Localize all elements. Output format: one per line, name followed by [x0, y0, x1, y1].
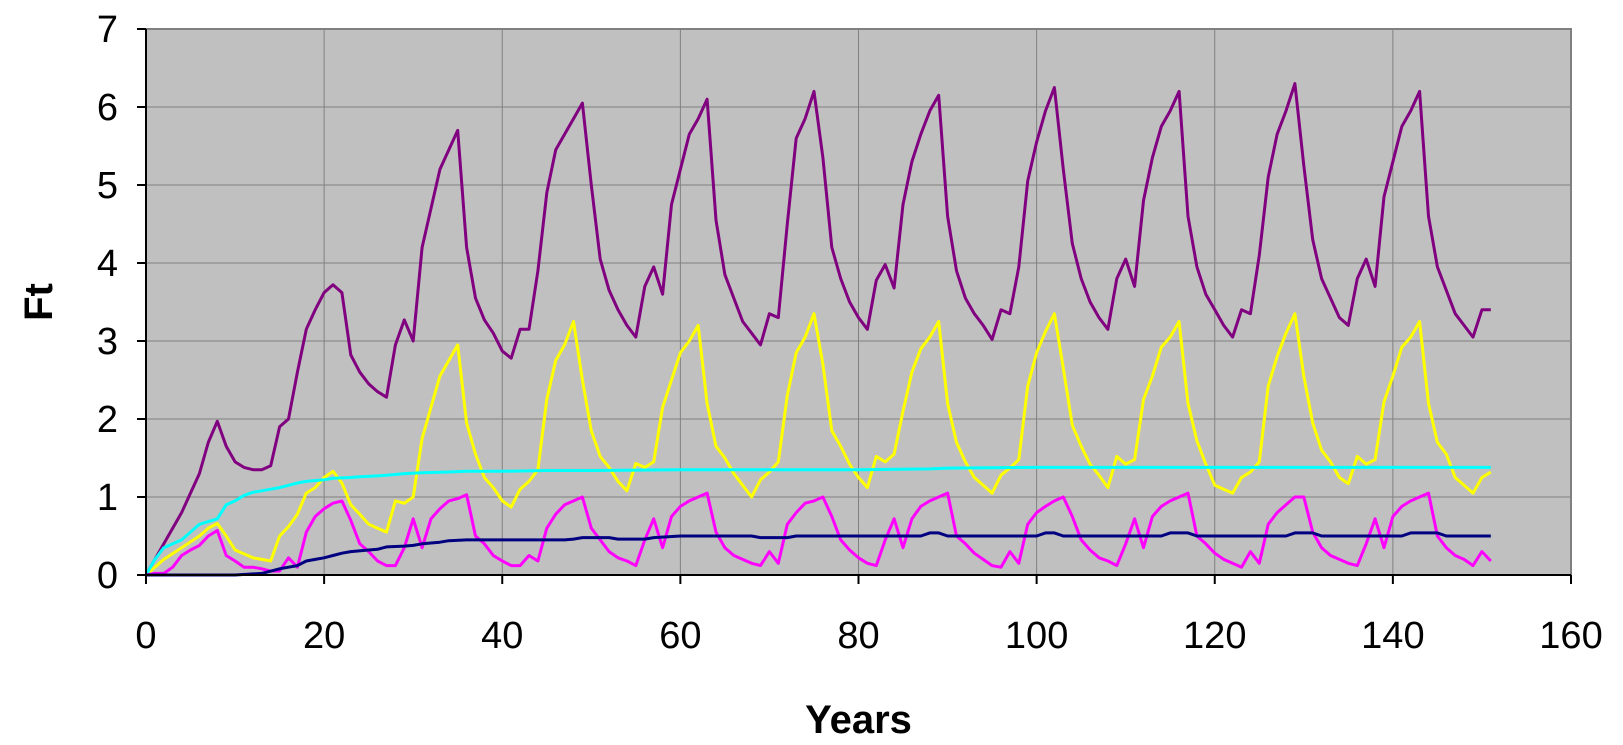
y-tick-label: 5 — [97, 165, 118, 207]
x-tick-label: 60 — [659, 615, 701, 657]
x-tick-label: 0 — [135, 615, 156, 657]
tick-labels: 0 20 40 60 80 100 120 140 160 0 1 2 3 4 5 6 7 — [97, 9, 1603, 657]
y-tick-label: 0 — [97, 555, 118, 597]
series-line-2 — [145, 312, 1492, 577]
y-tick-label: 6 — [97, 87, 118, 129]
x-tick-label: 160 — [1539, 615, 1602, 657]
series-line-3 — [144, 465, 1491, 576]
x-tick-label: 120 — [1183, 615, 1246, 657]
series-line-5 — [146, 531, 1491, 577]
series-line-4 — [145, 491, 1492, 577]
y-tick-label: 3 — [97, 321, 118, 363]
y-tick-label: 7 — [97, 9, 118, 51]
x-tick-label: 20 — [303, 615, 345, 657]
x-tick-label: 100 — [1005, 615, 1068, 657]
series-layer — [144, 82, 1492, 577]
y-tick-label: 1 — [97, 477, 118, 519]
y-tick-label: 4 — [97, 243, 118, 285]
x-axis-title: Years — [805, 698, 912, 742]
series-line-1 — [144, 82, 1491, 576]
y-axis-title: Ft — [17, 283, 61, 321]
x-tick-label: 80 — [837, 615, 879, 657]
x-tick-label: 40 — [481, 615, 523, 657]
y-tick-label: 2 — [97, 399, 118, 441]
x-tick-label: 140 — [1361, 615, 1424, 657]
